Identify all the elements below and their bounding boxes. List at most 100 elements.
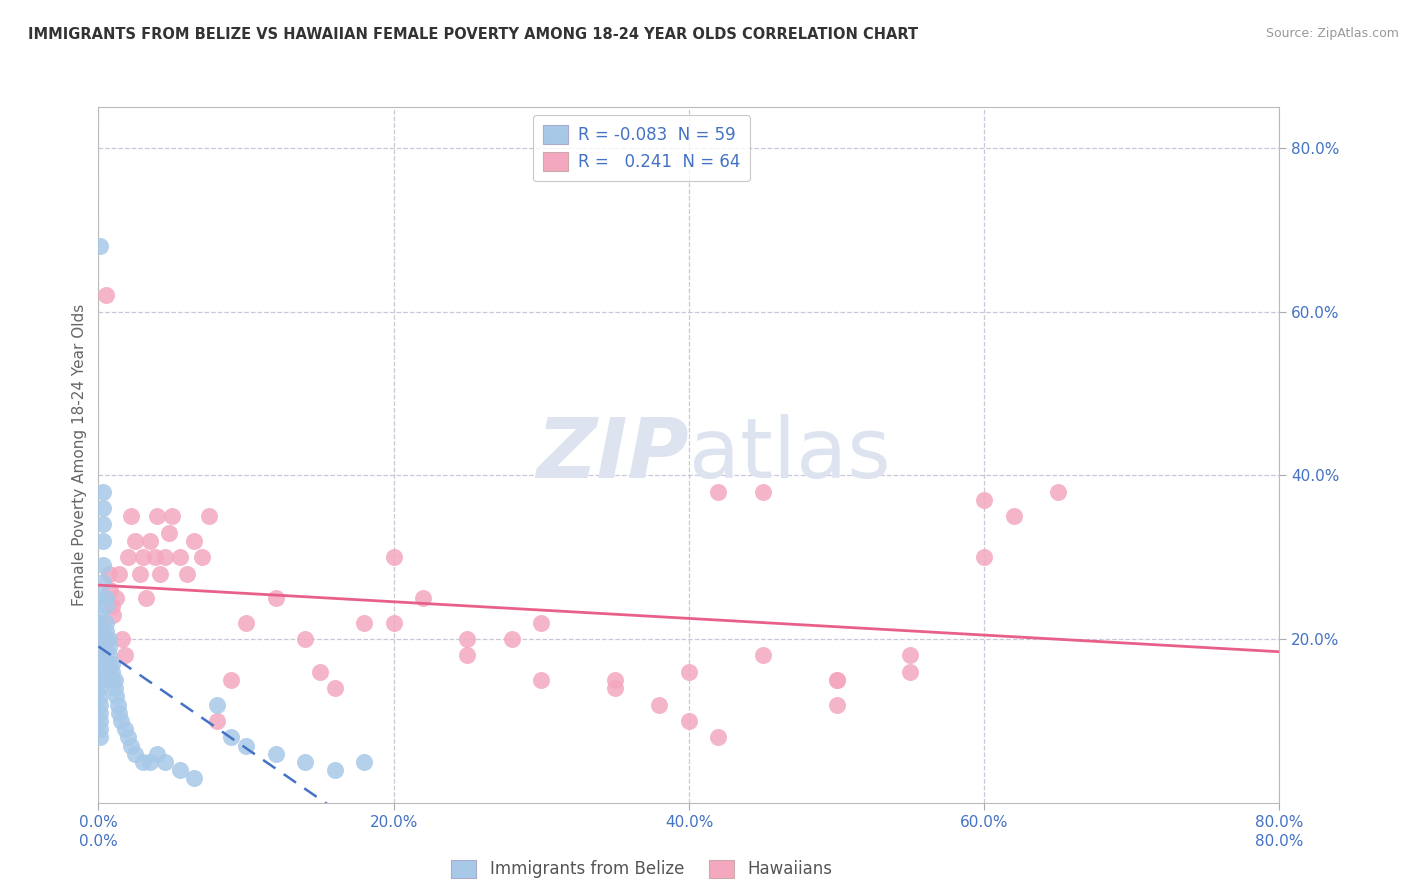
Point [108, 566, 131, 581]
Point [205, 698, 228, 712]
Point [530, 673, 553, 687]
Point [89, 731, 111, 745]
Point [973, 550, 995, 565]
Point [707, 731, 730, 745]
Point [94, 591, 117, 606]
Point [97, 648, 120, 663]
Point [707, 484, 730, 499]
Point [153, 755, 176, 769]
Point [146, 509, 169, 524]
Point [605, 681, 627, 696]
Point [456, 648, 478, 663]
Point [648, 698, 671, 712]
Point [89, 673, 111, 687]
Point [235, 739, 257, 753]
Point [107, 698, 129, 712]
Point [94, 615, 117, 630]
Point [100, 657, 122, 671]
Point [100, 665, 122, 679]
Point [89, 615, 111, 630]
Point [162, 509, 183, 524]
Point [91, 501, 114, 516]
Point [139, 533, 162, 548]
Point [114, 722, 136, 736]
Point [198, 509, 221, 524]
Point [825, 673, 848, 687]
Point [89, 632, 111, 646]
Point [825, 698, 848, 712]
Point [176, 566, 198, 581]
Point [105, 591, 128, 606]
Point [412, 591, 434, 606]
Point [110, 714, 132, 728]
Point [114, 648, 136, 663]
Point [89, 657, 111, 671]
Point [89, 640, 111, 655]
Point [93, 640, 115, 655]
Point [973, 492, 995, 507]
Point [97, 566, 120, 581]
Point [353, 615, 375, 630]
Point [104, 673, 127, 687]
Point [501, 632, 523, 646]
Point [89, 706, 111, 720]
Point [149, 566, 172, 581]
Point [1002, 509, 1025, 524]
Point [89, 239, 111, 253]
Point [169, 550, 191, 565]
Point [91, 558, 114, 573]
Point [183, 771, 205, 785]
Point [264, 747, 287, 761]
Point [191, 550, 214, 565]
Point [219, 731, 242, 745]
Point [382, 615, 405, 630]
Point [89, 607, 111, 622]
Point [103, 607, 125, 622]
Point [157, 525, 180, 540]
Point [89, 722, 111, 736]
Point [89, 690, 111, 704]
Point [323, 763, 346, 777]
Point [205, 714, 228, 728]
Point [139, 755, 162, 769]
Point [353, 755, 375, 769]
Point [120, 509, 142, 524]
Point [91, 517, 114, 532]
Point [105, 690, 128, 704]
Point [94, 624, 117, 638]
Text: 0.0%: 0.0% [79, 834, 118, 849]
Point [94, 288, 117, 302]
Point [1046, 484, 1069, 499]
Point [97, 640, 120, 655]
Point [98, 582, 121, 597]
Text: Source: ZipAtlas.com: Source: ZipAtlas.com [1265, 27, 1399, 40]
Point [90, 632, 112, 646]
Point [89, 714, 111, 728]
Point [91, 574, 114, 589]
Point [143, 550, 166, 565]
Y-axis label: Female Poverty Among 18-24 Year Olds: Female Poverty Among 18-24 Year Olds [72, 304, 87, 606]
Point [89, 615, 111, 630]
Point [678, 714, 700, 728]
Point [97, 657, 120, 671]
Point [605, 673, 627, 687]
Point [183, 533, 205, 548]
Point [678, 665, 700, 679]
Point [89, 591, 111, 606]
Point [456, 632, 478, 646]
Point [120, 739, 142, 753]
Point [111, 632, 134, 646]
Point [89, 698, 111, 712]
Point [751, 484, 773, 499]
Point [117, 550, 139, 565]
Point [100, 599, 122, 614]
Point [235, 615, 257, 630]
Point [108, 706, 131, 720]
Point [91, 533, 114, 548]
Point [294, 755, 316, 769]
Point [751, 648, 773, 663]
Point [146, 747, 169, 761]
Point [89, 624, 111, 638]
Point [104, 681, 127, 696]
Point [530, 615, 553, 630]
